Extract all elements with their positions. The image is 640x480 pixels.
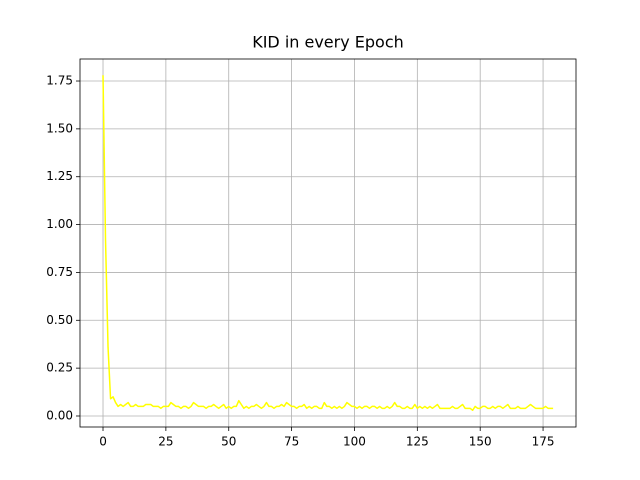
y-tick-label: 0.50 <box>46 313 73 327</box>
y-tick-label: 0.25 <box>46 361 73 375</box>
y-tick-label: 1.50 <box>46 121 73 135</box>
y-tick-label: 0.75 <box>46 265 73 279</box>
x-tick-label: 75 <box>284 435 299 449</box>
plot-frame <box>79 58 577 428</box>
y-tick-label: 1.25 <box>46 169 73 183</box>
y-tick-label: 0.00 <box>46 408 73 422</box>
y-tick-label: 1.75 <box>46 74 73 88</box>
line-series <box>102 75 554 412</box>
x-tick-label: 25 <box>158 435 173 449</box>
x-tick-label: 0 <box>99 435 107 449</box>
x-tick-label: 100 <box>343 435 366 449</box>
x-tick-label: 150 <box>469 435 492 449</box>
x-tick-label: 125 <box>406 435 429 449</box>
y-tick-label: 1.00 <box>46 217 73 231</box>
x-tick-label: 175 <box>532 435 555 449</box>
x-tick-label: 50 <box>221 435 236 449</box>
chart-title: KID in every Epoch <box>252 33 404 52</box>
